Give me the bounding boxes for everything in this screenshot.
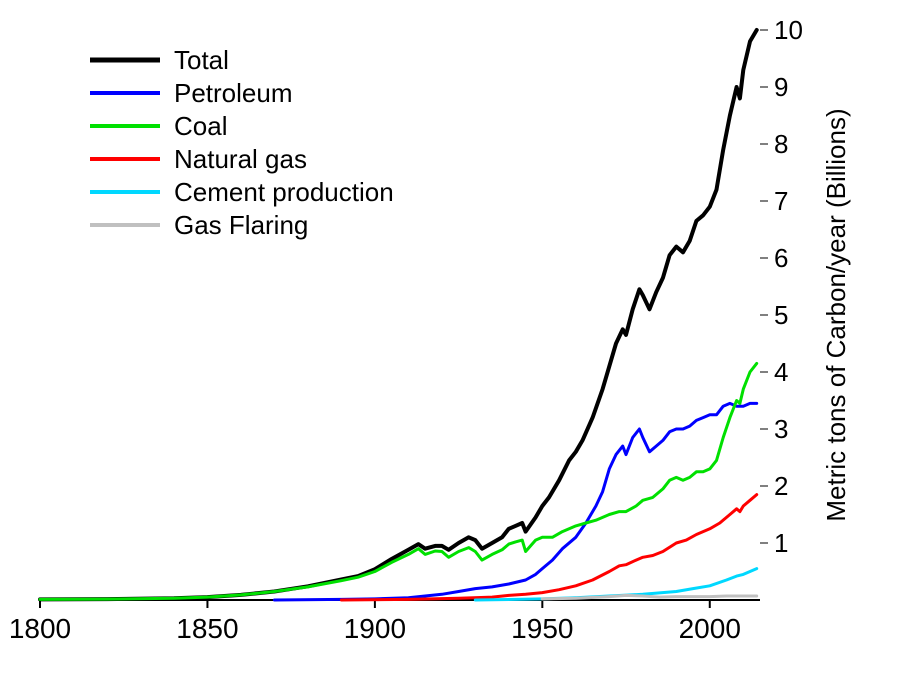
legend-label: Natural gas xyxy=(174,144,307,174)
series-total xyxy=(40,30,757,599)
x-tick-label: 1900 xyxy=(344,613,406,644)
legend-label: Coal xyxy=(174,111,227,141)
y-axis-title: Metric tons of Carbon/year (Billions) xyxy=(821,108,851,521)
y-tick-label: 6 xyxy=(774,243,788,273)
y-tick-label: 4 xyxy=(774,357,788,387)
y-tick-label: 10 xyxy=(774,15,803,45)
y-tick-label: 7 xyxy=(774,186,788,216)
x-tick-label: 1850 xyxy=(176,613,238,644)
legend-label: Petroleum xyxy=(174,78,293,108)
y-tick-label: 1 xyxy=(774,528,788,558)
y-tick-label: 2 xyxy=(774,471,788,501)
x-tick-label: 1950 xyxy=(511,613,573,644)
series-gas-flaring xyxy=(542,595,756,599)
carbon-emissions-chart: 1800 1850 1900 1950 2000 1 2 3 4 5 6 7 8 9 10 Metric to… xyxy=(0,0,900,680)
y-tick-label: 5 xyxy=(774,300,788,330)
x-tick-label: 2000 xyxy=(679,613,741,644)
legend-label: Gas Flaring xyxy=(174,210,308,240)
y-tick-label: 3 xyxy=(774,414,788,444)
legend-label: Cement production xyxy=(174,177,394,207)
series-natural-gas xyxy=(341,495,756,600)
x-tick-label: 1800 xyxy=(9,613,71,644)
series-coal xyxy=(40,363,757,599)
chart-svg: 1800 1850 1900 1950 2000 1 2 3 4 5 6 7 8 9 10 Metric to… xyxy=(0,0,900,680)
y-tick-label: 8 xyxy=(774,129,788,159)
y-tick-label: 9 xyxy=(774,72,788,102)
legend-label: Total xyxy=(174,45,229,75)
series-petroleum xyxy=(274,403,756,600)
